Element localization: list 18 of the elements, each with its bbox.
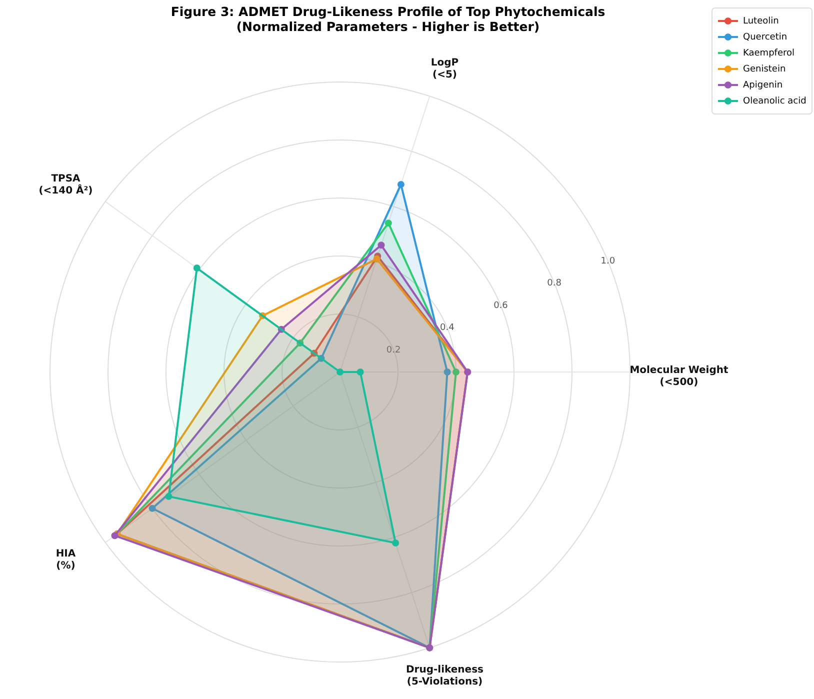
spoke-label: Drug-likeness (5-Violations): [406, 664, 484, 688]
y-tick-label: 0.6: [494, 300, 508, 311]
y-tick-label: 0.4: [440, 323, 455, 334]
legend-label: Luteolin: [743, 16, 779, 26]
text: (Normalized Parameters - Higher is Better): [236, 19, 540, 34]
legend-label: Genistein: [743, 64, 786, 74]
legend-label: Quercetin: [743, 32, 788, 42]
spoke-label: LogP (<5): [430, 57, 459, 80]
spoke-label: Molecular Weight (<500): [630, 364, 729, 388]
spoke-label: HIA (%): [56, 548, 76, 572]
y-tick-label: 1.0: [600, 256, 616, 266]
y-tick-label: 0.2: [386, 345, 401, 356]
legend-label: Oleanolic acid: [743, 96, 806, 106]
chart-title: Figure 3: ADMET Drug-Likeness Profile of Top Phytochemicals: [170, 4, 606, 19]
spoke-label: TPSA (<140 Å²): [38, 173, 93, 196]
y-tick-label: 0.8: [547, 278, 562, 289]
legend-label: Apigenin: [743, 80, 783, 90]
legend-label: Kaempferol: [743, 48, 794, 58]
